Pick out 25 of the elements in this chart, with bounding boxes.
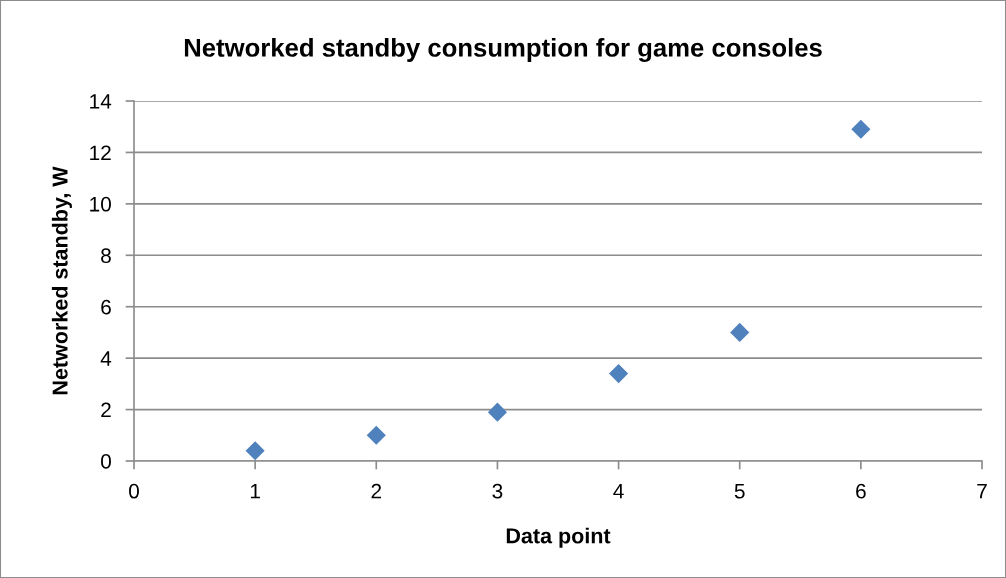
x-tick-label: 7 (977, 483, 987, 499)
y-tick-label: 2 (101, 402, 111, 418)
point (366, 425, 386, 445)
x-tick-label: 6 (856, 483, 866, 499)
y-tick-label: 4 (100, 351, 112, 366)
point (730, 322, 750, 342)
y-tick-label: 6 (101, 299, 111, 315)
x-tick-label: 5 (734, 483, 745, 499)
x-axis-title: Data point (506, 527, 611, 548)
point (245, 441, 265, 461)
point (851, 119, 871, 139)
point (487, 402, 507, 422)
x-tick-label: 4 (613, 483, 624, 499)
y-tick-label: 0 (101, 454, 111, 469)
x-tick-label: 0 (129, 483, 139, 499)
x-tick-label: 2 (371, 483, 382, 499)
chart-title: Networked standby consumption for game consoles (184, 37, 822, 63)
point (609, 364, 629, 384)
y-tick-label: 8 (101, 248, 111, 264)
x-tick-label: 1 (250, 483, 260, 499)
y-tick-label: 10 (90, 196, 111, 212)
x-tick-label: 3 (492, 483, 503, 499)
y-tick-label: 12 (90, 145, 111, 160)
y-tick-label: 14 (90, 94, 112, 109)
y-axis-title: Networked standby, W (51, 166, 72, 395)
